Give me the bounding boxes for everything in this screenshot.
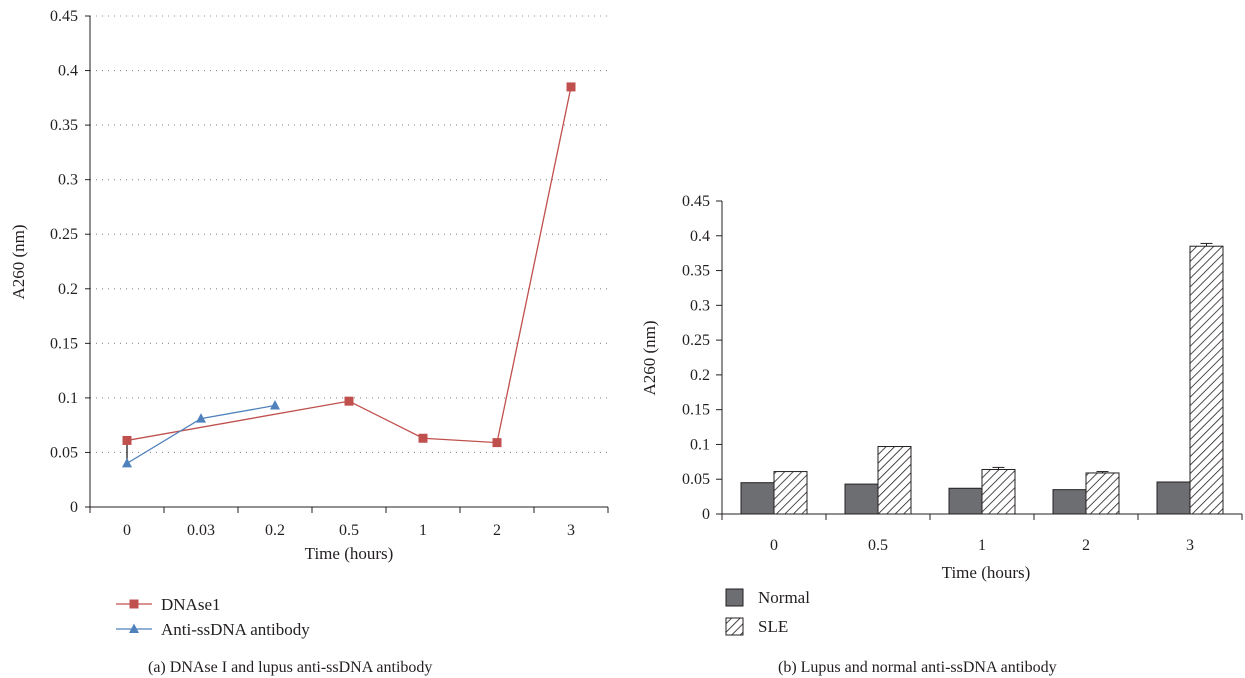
bar-chart-panel-b: 0 0.05 0.1 0.15 0.2 0.25 0.3 0.35 0.4 0.45 0 0.5 1 2… (640, 193, 1243, 676)
y-tick-labels: 0 0.05 0.1 0.15 0.2 0.25 0.3 0.35 0.4 0.45 (50, 8, 78, 516)
x-tick-label: 2 (1082, 537, 1090, 554)
x-tick-label: 0 (123, 522, 131, 539)
y-tick-label: 0.4 (690, 228, 710, 245)
bar-normal-1 (948, 487, 983, 515)
legend: DNAse1 Anti-ssDNA antibody (116, 595, 310, 639)
legend: Normal SLE (725, 588, 810, 636)
bar-normal-0 (740, 482, 775, 515)
x-axis-title: Time (hours) (305, 544, 394, 563)
x-tick-label: 1 (978, 537, 986, 554)
bars-group (740, 242, 1224, 515)
legend-label: Normal (758, 588, 810, 607)
data-point-triangle (196, 413, 206, 423)
bar-sle-1 (981, 468, 1016, 515)
x-tick-labels: 0 0.03 0.2 0.5 1 2 3 (123, 522, 575, 539)
y-tick-label: 0.25 (682, 332, 710, 349)
data-point-square (122, 435, 132, 445)
legend-marker-square (129, 599, 139, 609)
line-chart-panel-a: 00.050.10.150.20.250.30.350.40.45 0 0.03 0… (9, 8, 609, 676)
x-tick-label: 0.2 (265, 522, 285, 539)
y-tick-label: 0.35 (682, 263, 710, 280)
caption-a: (a) DNAse I and lupus anti-ssDNA antibod… (148, 659, 432, 676)
data-point-square (492, 438, 502, 448)
x-tick-labels: 0 0.5 1 2 3 (770, 537, 1194, 554)
legend-swatch-sle (725, 617, 744, 636)
y-tick-label: 0.15 (682, 402, 710, 419)
bar-normal-3 (1156, 481, 1191, 515)
x-tick-label: 1 (419, 522, 427, 539)
y-axis-title: A260 (nm) (9, 224, 28, 299)
bar-sle-0 (773, 471, 808, 515)
legend-marker-triangle (129, 623, 139, 633)
caption-b: (b) Lupus and normal anti-ssDNA antibody (778, 659, 1057, 676)
y-tick-label: 0.2 (690, 367, 710, 384)
y-tick-label: 0.2 (58, 281, 78, 298)
y-tick-label: 0.3 (690, 297, 710, 314)
legend-label: Anti-ssDNA antibody (161, 620, 310, 639)
data-point-triangle (122, 457, 132, 468)
gridlines (90, 15, 608, 453)
legend-label: DNAse1 (161, 595, 221, 614)
y-tick-label: 0.05 (682, 471, 710, 488)
series-group (122, 82, 576, 468)
y-tick-label: 0.1 (690, 436, 710, 453)
x-tick-label: 3 (1186, 537, 1194, 554)
bar-sle-2 (1085, 472, 1120, 515)
data-point-triangle (270, 400, 280, 410)
y-tick-label: 0.45 (682, 193, 710, 210)
x-tick-label: 0.03 (187, 522, 215, 539)
bar-sle-0_5 (877, 446, 912, 515)
y-tick-label: 0.45 (50, 8, 78, 25)
y-tick-labels: 0 0.05 0.1 0.15 0.2 0.25 0.3 0.35 0.4 0.45 (682, 193, 710, 523)
x-tick-label: 2 (493, 522, 501, 539)
x-axis-title: Time (hours) (942, 563, 1031, 582)
bar-sle-3 (1189, 245, 1224, 515)
y-tick-label: 0.1 (58, 390, 78, 407)
y-tick-label: 0.4 (58, 63, 78, 80)
legend-swatch-normal (725, 588, 744, 607)
data-point-square (344, 396, 354, 406)
x-tick-label: 0.5 (868, 537, 888, 554)
series-line-dnase1 (126, 86, 572, 444)
x-tick-label: 0 (770, 537, 778, 554)
legend-label: SLE (758, 617, 788, 636)
y-tick-label: 0.3 (58, 172, 78, 189)
y-tick-label: 0 (70, 499, 78, 516)
y-tick-label: 0.25 (50, 226, 78, 243)
y-tick-label: 0 (702, 506, 710, 523)
x-tick-label: 0.5 (339, 522, 359, 539)
data-point-square (566, 82, 576, 92)
y-tick-label: 0.15 (50, 335, 78, 352)
data-point-square (418, 433, 428, 443)
bar-normal-0_5 (844, 483, 879, 515)
y-tick-label: 0.05 (50, 444, 78, 461)
y-tick-label: 0.35 (50, 117, 78, 134)
axes (85, 15, 609, 513)
bar-normal-2 (1052, 489, 1087, 515)
x-tick-label: 3 (567, 522, 575, 539)
y-axis-title: A260 (nm) (640, 320, 659, 395)
